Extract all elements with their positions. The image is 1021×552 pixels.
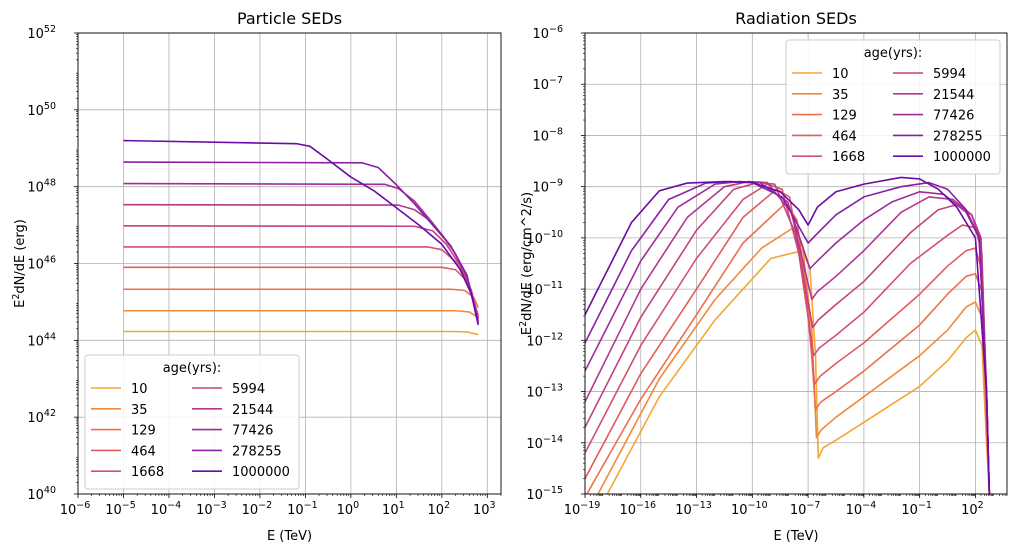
legend-box [84, 354, 300, 490]
y-tick-label: 1048 [27, 178, 56, 196]
legend-label-10: 10 [131, 382, 148, 397]
legend-label-35: 35 [131, 403, 148, 418]
legend: age(yrs): 10 35 129 464 1668 5994 21544 77426 278… [84, 354, 300, 490]
chart-panel-1: 10−6 10−5 10−4 10−3 10−2 10−1 100 101 102 103 1040… [11, 9, 502, 544]
y-axis-label: E2dN/dE (erg/cm^2/s) [518, 192, 536, 335]
x-tick-label: 10−1 [901, 500, 932, 518]
y-tick-label: 10−11 [526, 280, 563, 298]
legend-box [785, 39, 1001, 175]
legend-label-278255: 278255 [933, 129, 983, 144]
y-tick-label: 10−7 [532, 75, 563, 93]
chart-panel-2: 10−19 10−16 10−13 10−10 10−7 10−4 10−1 102 10−15… [518, 9, 1008, 544]
x-axis-label: E (TeV) [267, 529, 312, 544]
x-tick-label: 101 [382, 500, 405, 518]
y-tick-label: 10−10 [526, 229, 563, 247]
ticks: 10−19 10−16 10−13 10−10 10−7 10−4 10−1 102 10−15… [526, 24, 1008, 518]
series-line-35 [597, 225, 991, 494]
legend-title: age(yrs): [864, 46, 923, 61]
y-tick-label: 1040 [27, 485, 56, 503]
chart-title: Radiation SEDs [735, 9, 857, 28]
y-tick-label: 10−8 [532, 126, 563, 144]
x-tick-label: 10−16 [619, 500, 656, 518]
legend-label-1000000: 1000000 [232, 465, 290, 480]
y-tick-label: 1046 [27, 255, 56, 273]
legend-label-464: 464 [832, 129, 857, 144]
y-axis-label: E2dN/dE (erg) [11, 219, 29, 308]
legend-label-5994: 5994 [232, 382, 265, 397]
legend-label-1668: 1668 [832, 150, 865, 165]
legend-label-129: 129 [832, 109, 857, 124]
series-line-1000000 [585, 176, 991, 494]
series-group [585, 176, 991, 494]
legend-label-278255: 278255 [232, 444, 282, 459]
y-tick-label: 1050 [27, 101, 56, 119]
y-tick-label: 10−13 [526, 383, 563, 401]
x-tick-label: 102 [961, 500, 984, 518]
y-tick-label: 1052 [27, 24, 56, 42]
chart-title: Particle SEDs [237, 9, 342, 28]
y-tick-label: 10−9 [532, 178, 563, 196]
x-tick-label: 103 [473, 500, 496, 518]
x-tick-label: 10−13 [675, 500, 712, 518]
x-tick-label: 10−10 [731, 500, 768, 518]
x-tick-label: 10−19 [564, 500, 601, 518]
x-axis-label: E (TeV) [773, 529, 818, 544]
legend-title: age(yrs): [163, 361, 222, 376]
series-line-10 [123, 330, 479, 336]
series-line-278255 [585, 180, 991, 494]
legend-label-21544: 21544 [933, 88, 974, 103]
series-line-1000000 [123, 139, 479, 326]
series-group [123, 139, 479, 336]
y-tick-label: 10−12 [526, 331, 563, 349]
series-line-21544 [585, 180, 991, 494]
series-line-77426 [585, 180, 991, 494]
x-tick-label: 10−4 [151, 500, 182, 518]
series-line-35 [123, 309, 479, 318]
y-tick-label: 10−14 [526, 434, 563, 452]
legend-label-77426: 77426 [232, 424, 273, 439]
legend-label-1000000: 1000000 [933, 150, 991, 165]
legend-label-35: 35 [832, 88, 849, 103]
x-tick-label: 10−1 [287, 500, 318, 518]
legend-label-10: 10 [832, 67, 849, 82]
legend-label-21544: 21544 [232, 403, 273, 418]
x-tick-label: 10−4 [846, 500, 877, 518]
series-line-129 [123, 288, 479, 309]
x-tick-label: 100 [337, 500, 360, 518]
y-tick-label: 1044 [27, 331, 56, 349]
legend: age(yrs): 10 35 129 464 1668 5994 21544 77426 278… [785, 39, 1001, 175]
ticks: 10−6 10−5 10−4 10−3 10−2 10−1 100 101 102 103 1040… [27, 24, 502, 518]
series-line-10 [606, 249, 991, 494]
legend-label-1668: 1668 [131, 465, 164, 480]
y-tick-label: 1042 [27, 408, 56, 426]
x-tick-label: 10−6 [60, 500, 91, 518]
x-tick-label: 10−5 [105, 500, 136, 518]
series-line-129 [586, 202, 991, 494]
x-tick-label: 102 [428, 500, 451, 518]
legend-label-464: 464 [131, 444, 156, 459]
x-tick-label: 10−3 [196, 500, 227, 518]
y-tick-label: 10−6 [532, 24, 563, 42]
axes-frame [584, 32, 1008, 495]
series-line-278255 [123, 161, 479, 324]
legend-label-129: 129 [131, 424, 156, 439]
legend-label-5994: 5994 [933, 67, 966, 82]
x-tick-label: 10−2 [242, 500, 273, 518]
y-tick-label: 10−15 [526, 485, 563, 503]
legend-label-77426: 77426 [933, 109, 974, 124]
x-tick-label: 10−7 [790, 500, 821, 518]
